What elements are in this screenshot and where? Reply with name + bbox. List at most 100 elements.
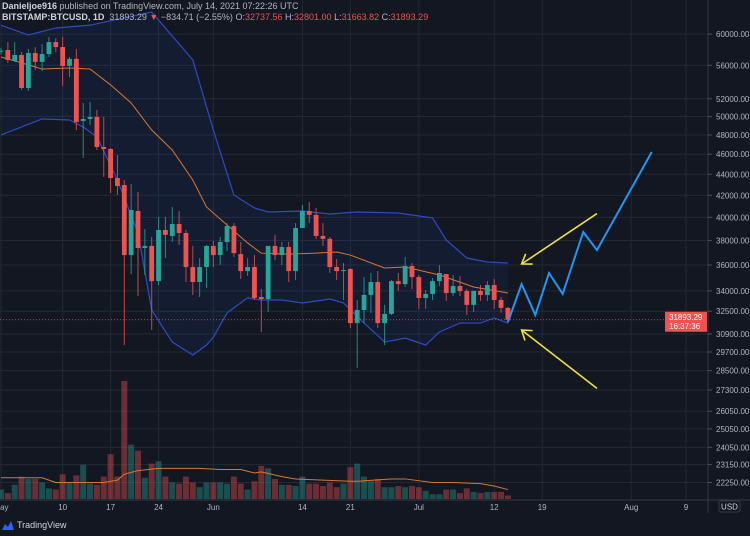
time-tick-label: May: [0, 503, 9, 512]
candle-body: [279, 247, 285, 256]
author-name[interactable]: Danieljoe916: [2, 1, 58, 11]
symbol-name[interactable]: BITSTAMP:BTCUSD, 1D: [2, 12, 105, 22]
volume-bar: [299, 476, 306, 499]
candle: [204, 244, 209, 289]
drawings[interactable]: [506, 151, 653, 390]
candle-body: [87, 116, 93, 119]
volume-bar: [251, 481, 258, 499]
volume-bar: [265, 468, 272, 499]
low-label: L:: [334, 12, 342, 22]
projection-path: [506, 151, 653, 323]
volume-bar: [155, 461, 162, 499]
price-axis[interactable]: 60000.00 56000.00 52000.00 50000.00 48000.00…: [708, 30, 750, 487]
grid: [0, 0, 708, 500]
candle: [19, 52, 24, 90]
time-tick-label: 17: [106, 503, 115, 512]
tradingview-logo[interactable]: TradingView: [2, 520, 67, 530]
volume-bar: [484, 491, 491, 499]
volume-bar: [230, 476, 237, 499]
bar-countdown: 16:37:36: [669, 322, 701, 331]
candle: [169, 206, 175, 242]
volume-bar: [182, 476, 189, 499]
candle-body: [306, 210, 312, 215]
open-label: O:: [235, 12, 245, 22]
candle: [375, 271, 381, 328]
candle-body: [67, 58, 72, 66]
candle-body: [32, 53, 38, 62]
volume-bar: [381, 487, 388, 499]
candle-body: [457, 286, 463, 291]
candle-body: [26, 53, 31, 88]
volume-bar: [203, 482, 210, 499]
volume-bar: [162, 476, 169, 499]
high-value: 32801.00: [294, 12, 332, 22]
candle: [32, 47, 38, 71]
candle-body: [252, 267, 257, 298]
candle: [121, 179, 127, 346]
candle: [156, 216, 161, 286]
tradingview-logo-icon: [2, 520, 14, 530]
time-tick-label: Jul: [414, 503, 424, 512]
price-tick-label: 28500.00: [716, 367, 750, 376]
candle-body: [341, 270, 346, 272]
price-tick-label: 44000.00: [716, 170, 750, 179]
candle-body: [176, 223, 182, 234]
price-tick-label: 26050.00: [716, 407, 750, 416]
candle-body: [210, 245, 216, 256]
volume-bar: [402, 487, 409, 499]
candle: [334, 259, 340, 281]
volume-bar: [443, 489, 450, 499]
candle-body: [389, 281, 394, 314]
candle-body: [245, 267, 250, 272]
candle: [46, 37, 52, 57]
candle-body: [382, 313, 387, 324]
candle-body: [142, 245, 148, 248]
candle: [354, 299, 360, 369]
upper-arrow: [520, 212, 598, 265]
candle: [258, 288, 264, 333]
candle: [327, 237, 333, 273]
volume-bar: [141, 477, 148, 499]
volume-bar: [415, 487, 422, 499]
volume-bar: [450, 489, 457, 499]
candle: [149, 237, 155, 330]
open-value: 32737.56: [244, 12, 283, 22]
price-tick-label: 30900.00: [716, 330, 750, 339]
band-fill: [1, 12, 508, 356]
volume-bar: [463, 488, 470, 499]
candle-body: [135, 210, 141, 248]
candle: [67, 56, 72, 77]
currency-badge[interactable]: USD: [718, 500, 741, 513]
candle-body: [395, 281, 401, 285]
volume-bar: [39, 482, 46, 499]
volume-bar: [189, 482, 196, 499]
publish-text: published on TradingView.com, July 14, 2…: [59, 1, 299, 11]
candle-body: [320, 235, 326, 239]
candle-body: [115, 178, 120, 186]
candle-body: [101, 146, 107, 150]
volume-bar: [491, 491, 498, 499]
volume-bar: [114, 476, 121, 499]
volume-bar: [32, 478, 39, 499]
candle: [347, 268, 353, 328]
candle-body: [375, 282, 381, 324]
candle: [313, 207, 319, 239]
volume-bar: [73, 475, 80, 499]
volume-bar: [210, 482, 217, 499]
time-axis[interactable]: May 10 17 24 Jun 14 21 Jul 12 19 Aug 9: [0, 503, 689, 512]
candle-body: [60, 47, 66, 66]
volume-bar: [367, 481, 374, 499]
last-price: 31893.29: [109, 12, 147, 22]
price-change: −834.71 (−2.55%): [160, 12, 233, 22]
volume-bar: [388, 487, 395, 499]
candle: [491, 279, 497, 309]
candle-body: [39, 54, 45, 62]
candle-body: [498, 299, 504, 308]
volume-ma-line: [1, 467, 509, 491]
volume-bar: [498, 491, 505, 499]
volume-bar: [217, 482, 224, 499]
price-tick-label: 32500.00: [716, 307, 750, 316]
candle: [300, 205, 305, 229]
price-tick-label: 27300.00: [716, 386, 750, 395]
